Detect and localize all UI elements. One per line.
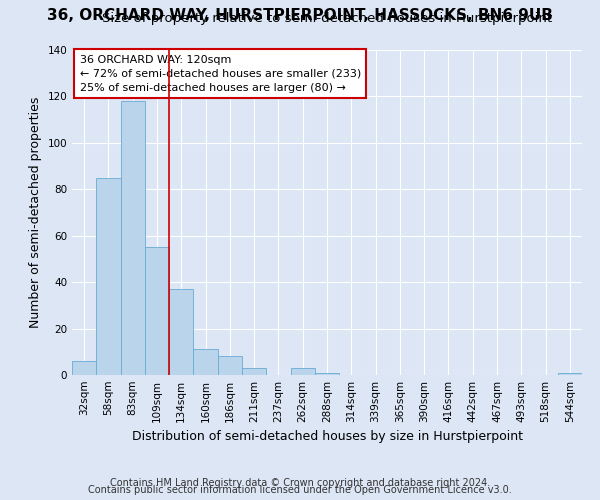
Title: Size of property relative to semi-detached houses in Hurstpierpoint: Size of property relative to semi-detach… [102, 12, 552, 25]
Bar [193, 350, 218, 375]
Bar [218, 356, 242, 375]
Bar [96, 178, 121, 375]
Bar [72, 361, 96, 375]
Text: Contains public sector information licensed under the Open Government Licence v3: Contains public sector information licen… [88, 485, 512, 495]
Y-axis label: Number of semi-detached properties: Number of semi-detached properties [29, 97, 42, 328]
Bar [558, 372, 582, 375]
Text: 36 ORCHARD WAY: 120sqm
← 72% of semi-detached houses are smaller (233)
25% of se: 36 ORCHARD WAY: 120sqm ← 72% of semi-det… [80, 55, 361, 93]
Bar [242, 368, 266, 375]
Bar [290, 368, 315, 375]
Bar [315, 372, 339, 375]
Bar [121, 101, 145, 375]
Bar [145, 248, 169, 375]
Bar [169, 289, 193, 375]
Text: Contains HM Land Registry data © Crown copyright and database right 2024.: Contains HM Land Registry data © Crown c… [110, 478, 490, 488]
Text: 36, ORCHARD WAY, HURSTPIERPOINT, HASSOCKS, BN6 9UB: 36, ORCHARD WAY, HURSTPIERPOINT, HASSOCK… [47, 8, 553, 22]
X-axis label: Distribution of semi-detached houses by size in Hurstpierpoint: Distribution of semi-detached houses by … [131, 430, 523, 444]
